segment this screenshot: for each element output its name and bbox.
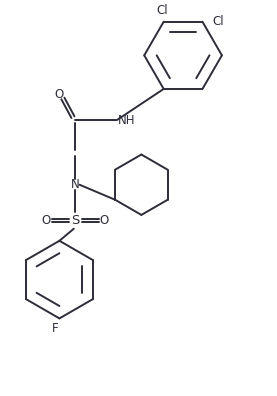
- Text: Cl: Cl: [157, 4, 168, 17]
- Text: NH: NH: [118, 114, 136, 127]
- Text: O: O: [55, 88, 64, 101]
- Text: F: F: [52, 322, 58, 335]
- Text: Cl: Cl: [212, 15, 224, 28]
- Text: N: N: [71, 178, 79, 191]
- Text: O: O: [42, 214, 51, 227]
- Text: O: O: [99, 214, 109, 227]
- Text: S: S: [71, 214, 79, 227]
